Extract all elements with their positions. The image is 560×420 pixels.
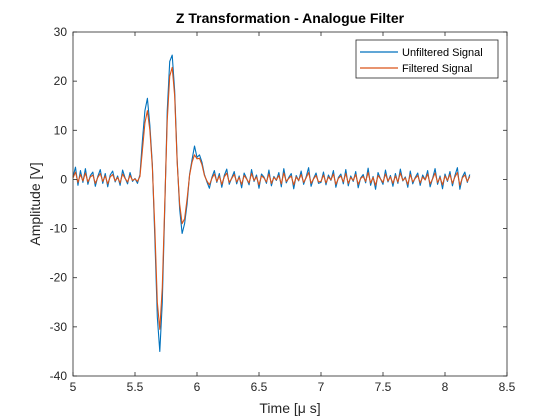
- x-tick-label: 6: [194, 380, 201, 394]
- series-layer: [72, 54, 471, 352]
- y-axis-label: Amplitude [V]: [27, 162, 43, 245]
- x-tick-label: 5: [70, 380, 77, 394]
- y-tick-label: 10: [54, 123, 68, 137]
- x-tick-label: 8: [442, 380, 449, 394]
- legend: Unfiltered Signal Filtered Signal: [355, 39, 499, 79]
- legend-label-unfiltered: Unfiltered Signal: [402, 47, 483, 59]
- y-tick-label: -10: [50, 222, 68, 236]
- y-tick-label: 30: [54, 25, 68, 39]
- y-tick-label: -40: [50, 369, 68, 383]
- plot-area: [73, 32, 507, 376]
- y-tick-label: 20: [54, 74, 68, 88]
- axes-box: [72, 31, 508, 377]
- x-tick-label: 7.5: [375, 380, 392, 394]
- legend-box: [355, 39, 499, 79]
- x-tick-label: 5.5: [127, 380, 144, 394]
- chart-title: Z Transformation - Analogue Filter: [176, 10, 405, 26]
- y-tick-label: 0: [60, 172, 67, 186]
- y-tick-label: -20: [50, 271, 68, 285]
- legend-label-filtered: Filtered Signal: [402, 63, 472, 75]
- x-axis-label: Time [μ s]: [259, 400, 320, 416]
- y-tick-label: -30: [50, 320, 68, 334]
- x-tick-label: 8.5: [499, 380, 516, 394]
- x-tick-label: 7: [318, 380, 325, 394]
- ticks-layer: 5 5.5 6 6.5 7 7.5 8 8.5 -40 -30 -20 -10 0 10 20 30: [50, 25, 516, 394]
- x-tick-label: 6.5: [251, 380, 268, 394]
- filtered-signal-line: [72, 66, 471, 330]
